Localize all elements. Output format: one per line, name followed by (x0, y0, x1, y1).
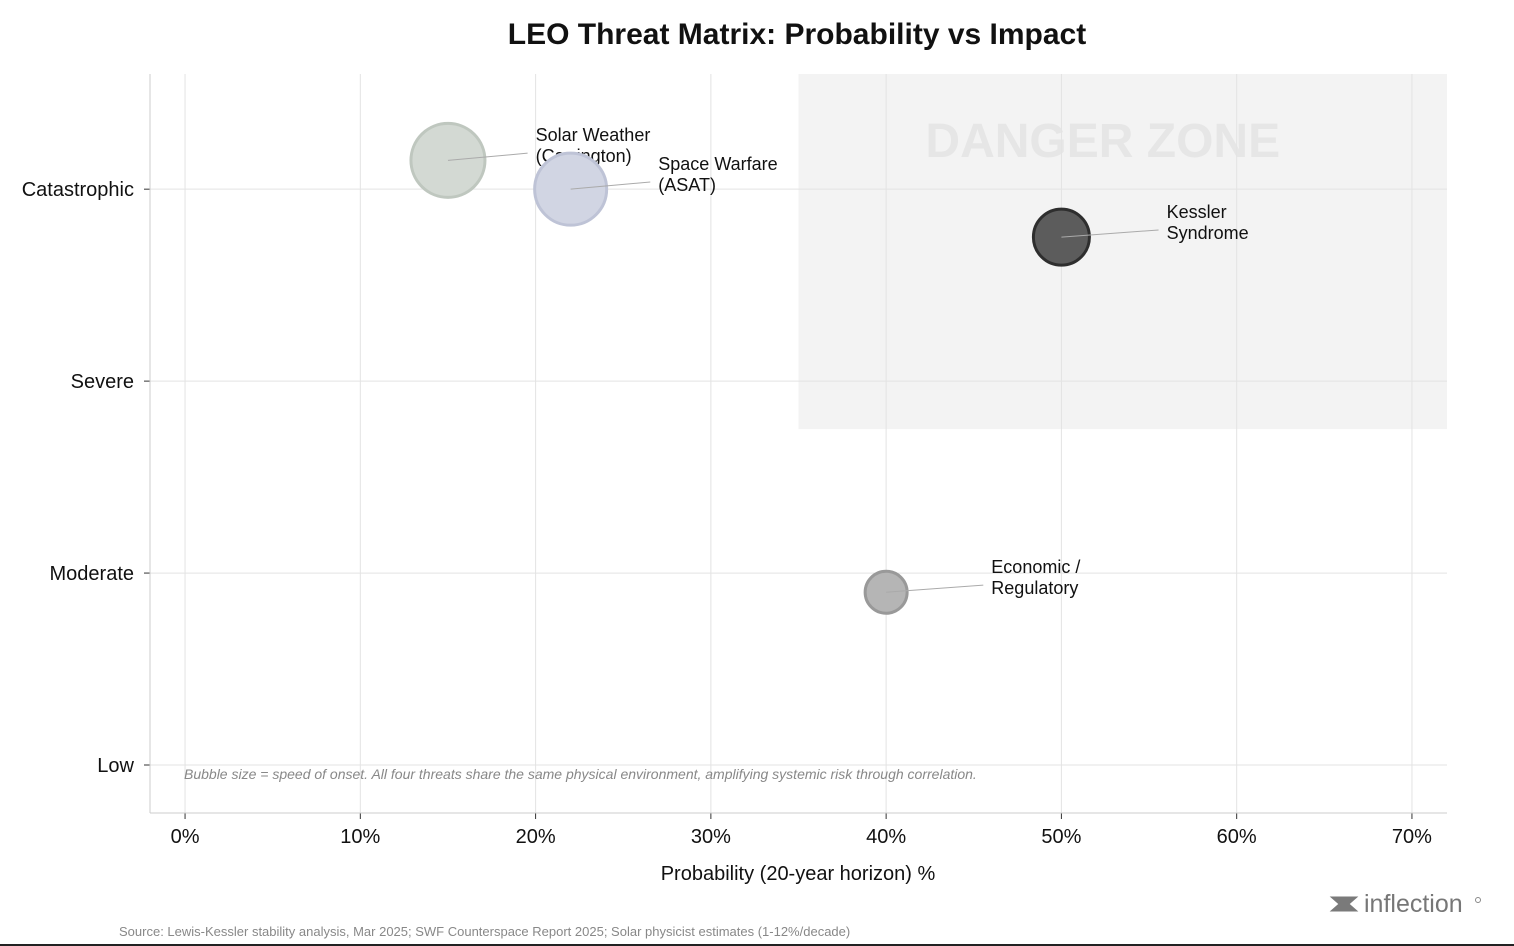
leader-line (570, 181, 651, 190)
y-tick-label: Severe (71, 371, 134, 393)
bubble-group: Space Warfare(ASAT) (533, 151, 778, 227)
chart-annotation: Bubble size = speed of onset. All four t… (184, 766, 977, 782)
bubble-group: Solar Weather(Carrington) (409, 121, 651, 199)
bottom-rule (0, 944, 1514, 946)
leader-line (886, 584, 984, 593)
logo-text: inflection (1364, 890, 1463, 918)
bubble-label: Regulatory (991, 578, 1078, 598)
x-tick-label: 70% (1392, 826, 1432, 848)
danger-zone: DANGER ZONE (798, 74, 1447, 430)
x-tick-label: 50% (1041, 826, 1081, 848)
registered-icon (1475, 897, 1481, 903)
axes: 0% 10% 20% 30% 40% 50% 60% 70% Low Moderate Severe… (22, 74, 1447, 848)
x-tick-label: 40% (866, 826, 906, 848)
bubble-label: Economic / (991, 557, 1080, 577)
x-tick-label: 20% (516, 826, 556, 848)
bubbles: Solar Weather(Carrington)Space Warfare(A… (409, 121, 1249, 615)
leader-line (447, 152, 528, 161)
bubble-group: Economic /Regulatory (863, 557, 1080, 615)
bubble-label: Kessler (1167, 202, 1227, 222)
bubble-label: Space Warfare (658, 154, 777, 174)
x-tick-label: 0% (171, 826, 200, 848)
logo-mark-icon (1329, 896, 1359, 912)
chart-title: LEO Threat Matrix: Probability vs Impact (508, 18, 1086, 51)
inflection-logo: inflection (1329, 890, 1481, 918)
x-axis-label: Probability (20-year horizon) % (661, 863, 936, 885)
bubble-label: Syndrome (1167, 223, 1249, 243)
source-note: Source: Lewis-Kessler stability analysis… (119, 924, 850, 939)
y-tick-label: Moderate (50, 563, 135, 585)
x-tick-label: 30% (691, 826, 731, 848)
x-tick-label: 60% (1217, 826, 1257, 848)
leader-line (1061, 229, 1159, 238)
bubble-label: (ASAT) (658, 175, 716, 195)
danger-zone-rect (798, 74, 1447, 430)
danger-zone-label: DANGER ZONE (925, 115, 1280, 168)
y-tick-label: Low (97, 755, 134, 777)
y-tick-label: Catastrophic (22, 179, 134, 201)
x-tick-label: 10% (340, 826, 380, 848)
bubble-label: Solar Weather (536, 125, 651, 145)
